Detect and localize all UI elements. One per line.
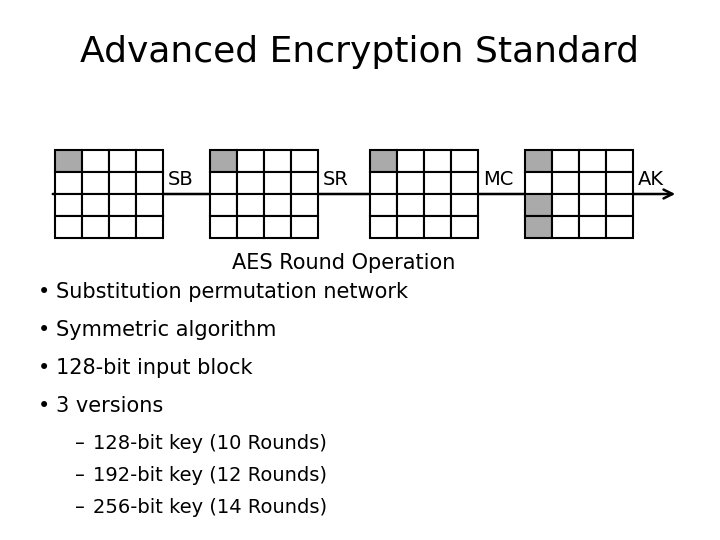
- Bar: [370, 194, 397, 216]
- Bar: [109, 194, 136, 216]
- Bar: [397, 216, 424, 238]
- Text: –: –: [75, 498, 85, 517]
- Bar: [291, 194, 318, 216]
- Bar: [424, 216, 451, 238]
- Bar: [291, 150, 318, 172]
- Bar: [552, 194, 579, 216]
- Text: 3 versions: 3 versions: [56, 396, 163, 416]
- Text: –: –: [75, 434, 85, 453]
- Bar: [606, 150, 633, 172]
- Bar: [579, 194, 606, 216]
- Bar: [55, 194, 82, 216]
- Text: SB: SB: [168, 170, 194, 189]
- Text: 128-bit key (10 Rounds): 128-bit key (10 Rounds): [93, 434, 327, 453]
- Bar: [424, 172, 451, 194]
- Text: •: •: [38, 320, 50, 340]
- Bar: [291, 172, 318, 194]
- Text: •: •: [38, 282, 50, 302]
- Text: Symmetric algorithm: Symmetric algorithm: [56, 320, 276, 340]
- Bar: [579, 150, 606, 172]
- Bar: [370, 150, 397, 172]
- Bar: [606, 194, 633, 216]
- Bar: [210, 150, 237, 172]
- Bar: [424, 150, 451, 172]
- Bar: [552, 150, 579, 172]
- Bar: [210, 194, 237, 216]
- Bar: [451, 216, 478, 238]
- Bar: [109, 150, 136, 172]
- Bar: [237, 216, 264, 238]
- Text: 192-bit key (12 Rounds): 192-bit key (12 Rounds): [93, 466, 327, 485]
- Bar: [109, 172, 136, 194]
- Bar: [606, 216, 633, 238]
- Bar: [525, 150, 552, 172]
- Bar: [451, 172, 478, 194]
- Text: 256-bit key (14 Rounds): 256-bit key (14 Rounds): [93, 498, 327, 517]
- Bar: [237, 172, 264, 194]
- Bar: [525, 194, 552, 216]
- Bar: [55, 216, 82, 238]
- Bar: [397, 172, 424, 194]
- Bar: [264, 194, 291, 216]
- Bar: [451, 194, 478, 216]
- Text: Substitution permutation network: Substitution permutation network: [56, 282, 408, 302]
- Bar: [264, 216, 291, 238]
- Bar: [397, 150, 424, 172]
- Bar: [210, 172, 237, 194]
- Bar: [424, 194, 451, 216]
- Bar: [525, 172, 552, 194]
- Bar: [264, 172, 291, 194]
- Bar: [264, 150, 291, 172]
- Text: AK: AK: [638, 170, 664, 189]
- Text: SR: SR: [323, 170, 349, 189]
- Bar: [82, 150, 109, 172]
- Bar: [82, 172, 109, 194]
- Bar: [579, 172, 606, 194]
- Text: 128-bit input block: 128-bit input block: [56, 358, 253, 378]
- Bar: [136, 150, 163, 172]
- Bar: [82, 216, 109, 238]
- Text: •: •: [38, 358, 50, 378]
- Text: AES Round Operation: AES Round Operation: [233, 253, 456, 273]
- Bar: [237, 150, 264, 172]
- Bar: [606, 172, 633, 194]
- Text: •: •: [38, 396, 50, 416]
- Bar: [451, 150, 478, 172]
- Bar: [82, 194, 109, 216]
- Bar: [579, 216, 606, 238]
- Bar: [237, 194, 264, 216]
- Bar: [136, 216, 163, 238]
- Bar: [525, 216, 552, 238]
- Bar: [136, 194, 163, 216]
- Bar: [210, 216, 237, 238]
- Text: MC: MC: [483, 170, 513, 189]
- Text: Advanced Encryption Standard: Advanced Encryption Standard: [81, 35, 639, 69]
- Bar: [397, 194, 424, 216]
- Bar: [109, 216, 136, 238]
- Bar: [55, 150, 82, 172]
- Bar: [55, 172, 82, 194]
- Bar: [370, 216, 397, 238]
- Bar: [552, 172, 579, 194]
- Bar: [552, 216, 579, 238]
- Bar: [136, 172, 163, 194]
- Text: –: –: [75, 466, 85, 485]
- Bar: [291, 216, 318, 238]
- Bar: [370, 172, 397, 194]
